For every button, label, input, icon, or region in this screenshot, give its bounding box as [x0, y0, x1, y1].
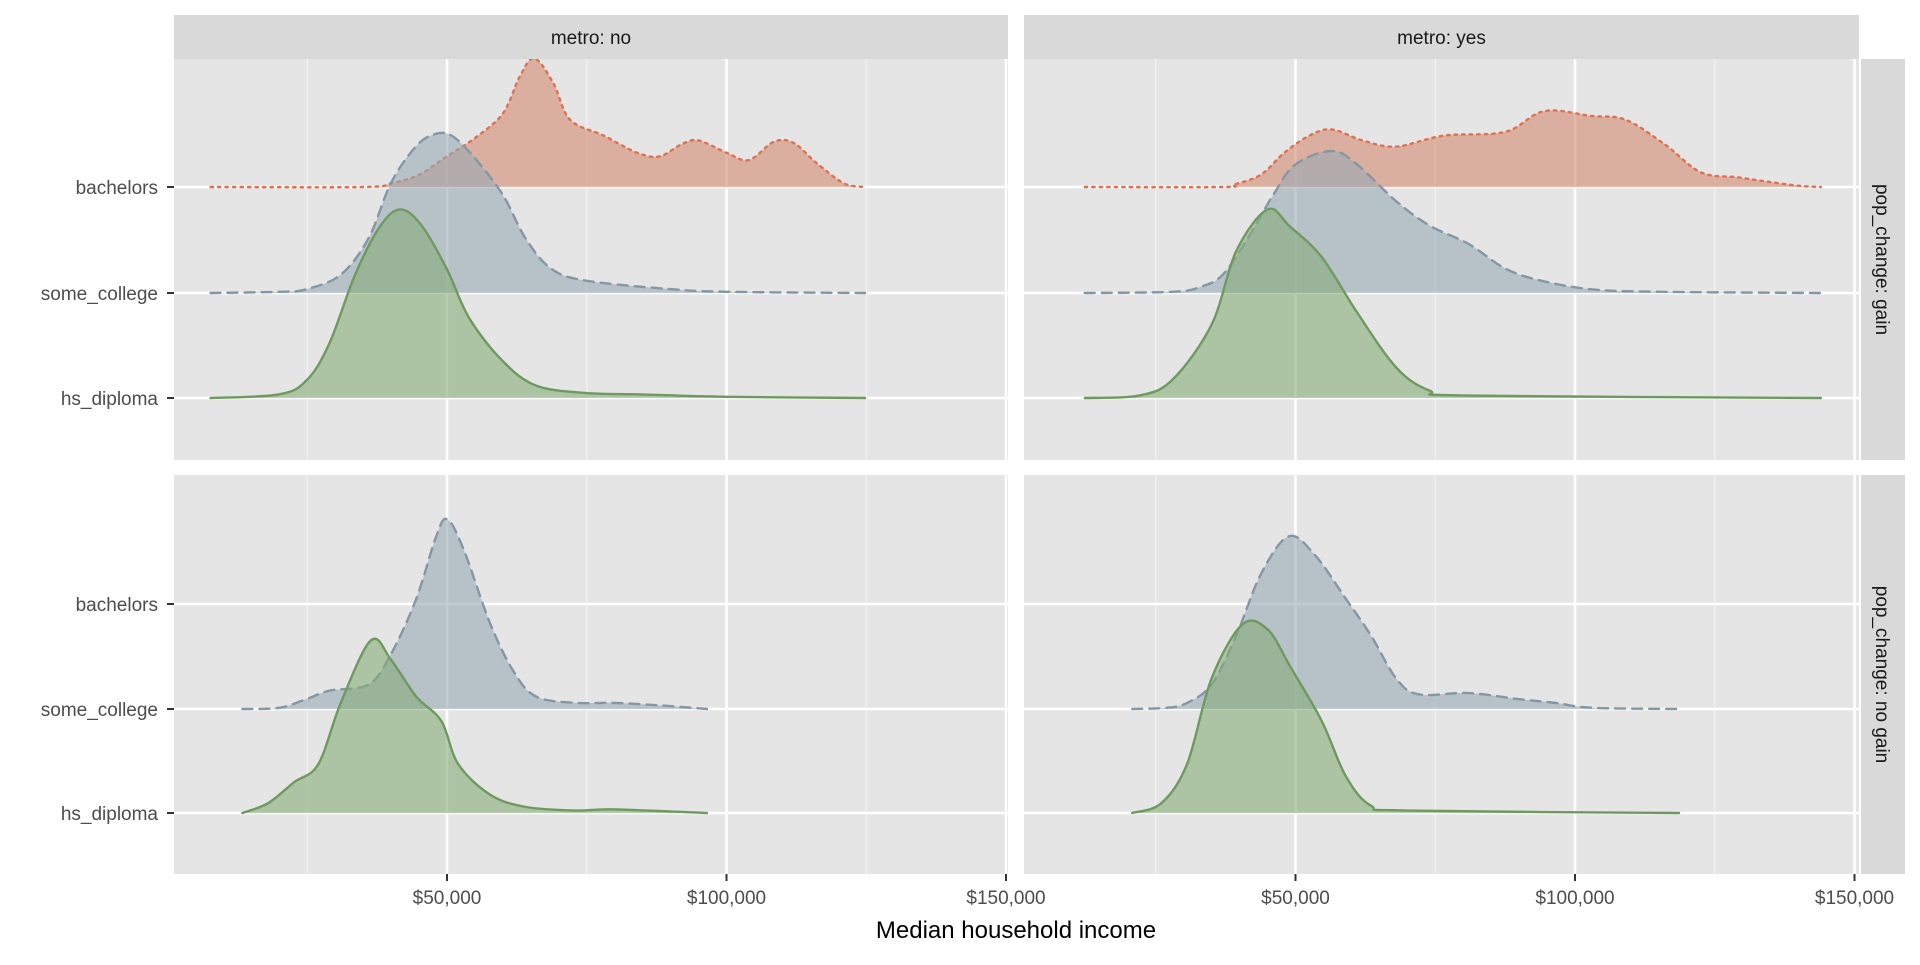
facet-strip-right: [1861, 59, 1905, 460]
density-layer: [209, 59, 867, 400]
panel-1-0: [1024, 59, 1859, 460]
y-tick-label: some_college: [41, 700, 158, 721]
panel-0-1: [174, 475, 1008, 874]
facet-strip-top: [1024, 15, 1859, 59]
facet-strip-right: [1861, 475, 1905, 874]
facet-label-row: pop_change: no gain: [1871, 586, 1892, 764]
density-layer: [1083, 109, 1823, 400]
density-line-some_college: [1083, 149, 1823, 295]
y-tick-label: bachelors: [76, 178, 158, 199]
x-tick-label: $100,000: [687, 888, 766, 909]
density-fill-bachelors: [210, 59, 866, 188]
density-fill-some_college: [242, 518, 707, 709]
y-tick-label: some_college: [41, 284, 158, 305]
y-tick-label: hs_diploma: [61, 389, 159, 410]
density-layer: [1131, 534, 1681, 815]
density-line-hs_diploma: [1083, 207, 1823, 400]
density-fill-hs_diploma: [1132, 620, 1679, 813]
panels: [174, 59, 1859, 874]
density-line-hs_diploma: [1131, 619, 1681, 815]
density-fill-hs_diploma: [210, 209, 866, 398]
facet-strips: metro: no metro: yes pop_change: gain pop_c…: [174, 15, 1905, 874]
density-fill-bachelors: [1084, 110, 1821, 188]
panel-background: [174, 59, 1008, 460]
x-tick-label: $50,000: [1261, 888, 1330, 909]
facet-strip-top: [174, 15, 1008, 59]
density-fill-hs_diploma: [242, 638, 707, 813]
density-layer: [241, 517, 709, 815]
x-tick-label: $100,000: [1535, 888, 1614, 909]
density-line-bachelors: [1083, 109, 1823, 189]
x-axis-title: Median household income: [876, 917, 1156, 944]
density-line-hs_diploma: [241, 637, 709, 815]
panel-1-1: [1024, 475, 1859, 874]
facet-label-col: metro: yes: [1397, 28, 1486, 49]
y-tick-label: bachelors: [76, 595, 158, 616]
density-line-some_college: [209, 131, 867, 295]
density-fill-hs_diploma: [1084, 208, 1821, 398]
density-line-hs_diploma: [209, 208, 867, 400]
y-tick-label: hs_diploma: [61, 804, 159, 825]
axes: hs_diploma some_college bachelors hs_diplom…: [41, 178, 1894, 909]
x-tick-label: $50,000: [413, 888, 482, 909]
density-line-some_college: [1131, 534, 1681, 711]
density-line-some_college: [241, 517, 709, 711]
facet-label-row: pop_change: gain: [1871, 184, 1892, 335]
facet-label-col: metro: no: [551, 28, 631, 49]
x-tick-label: $150,000: [1815, 888, 1894, 909]
x-tick-label: $150,000: [966, 888, 1045, 909]
panel-0-0: [174, 59, 1008, 460]
